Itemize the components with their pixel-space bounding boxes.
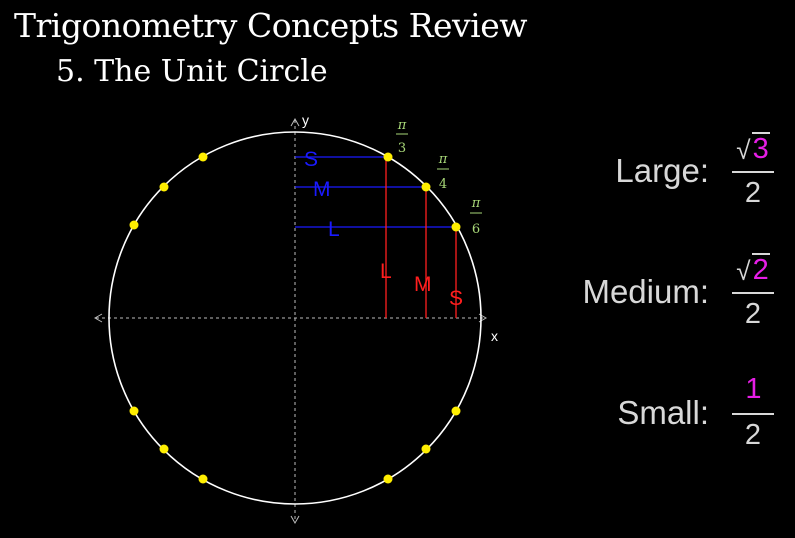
svg-text:π: π [397,118,407,133]
point-5pi-over-4 [159,444,169,454]
x-axis [93,313,488,323]
radical-sign-medium: √ [736,256,751,286]
horizontal-segment-labels: S M L [304,148,340,241]
fraction-bar-small [732,413,774,415]
denominator-large: 2 [744,177,762,209]
vertical-label-m: M [414,273,432,296]
point-5pi-over-6 [129,220,139,230]
denominator-small: 2 [744,419,762,451]
point-7pi-over-4 [421,444,431,454]
fraction-medium: √ 2 2 [731,253,775,330]
radical-sign-large: √ [736,135,751,165]
point-5pi-over-3 [383,474,393,484]
point-pi-over-4 [421,182,431,192]
vertical-segment-labels: L M S [380,260,463,310]
svg-text:π: π [471,196,481,211]
horizontal-label-s: S [304,148,318,171]
horizontal-label-m: M [313,178,331,201]
denominator-medium: 2 [744,298,762,330]
point-7pi-over-6 [129,406,139,416]
angle-labels: π 3 π 4 π 6 [396,118,482,237]
numerator-medium: 2 [751,253,770,286]
page-subtitle: 5. The Unit Circle [56,54,328,89]
value-row-large: Large: √ 3 2 [615,132,775,209]
vertical-label-s: S [449,287,463,310]
svg-text:4: 4 [439,177,447,192]
point-pi-over-6 [451,222,461,232]
numerator-small: 1 [745,373,762,405]
svg-text:6: 6 [472,222,480,237]
angle-label-pi-over-3: π 3 [396,118,408,156]
point-3pi-over-4 [159,182,169,192]
angle-label-pi-over-4: π 4 [437,152,449,192]
vertical-label-l: L [380,260,392,283]
y-axis [290,117,300,525]
point-pi-over-3 [383,152,393,162]
x-axis-label: x [491,328,498,344]
value-label-large: Large: [615,151,709,189]
fraction-large: √ 3 2 [731,132,775,209]
unit-circle [108,131,482,505]
fraction-bar-large [732,171,774,173]
numerator-large: 3 [751,132,770,165]
horizontal-segments [295,156,456,228]
svg-text:3: 3 [398,141,406,156]
vertical-segments [385,157,457,318]
horizontal-label-l: L [328,218,340,241]
value-label-medium: Medium: [582,272,709,310]
fraction-small: 1 2 [731,374,775,451]
fraction-bar-medium [732,292,774,294]
svg-text:π: π [438,152,448,167]
value-row-small: Small: 1 2 [617,374,775,451]
point-2pi-over-3 [198,152,208,162]
point-4pi-over-3 [198,474,208,484]
page-title: Trigonometry Concepts Review [14,6,528,45]
y-axis-label: y [302,112,309,128]
value-row-medium: Medium: √ 2 2 [582,253,775,330]
angle-label-pi-over-6: π 6 [470,196,482,237]
unit-circle-points [129,152,461,484]
value-label-small: Small: [617,393,709,431]
point-11pi-over-6 [451,406,461,416]
